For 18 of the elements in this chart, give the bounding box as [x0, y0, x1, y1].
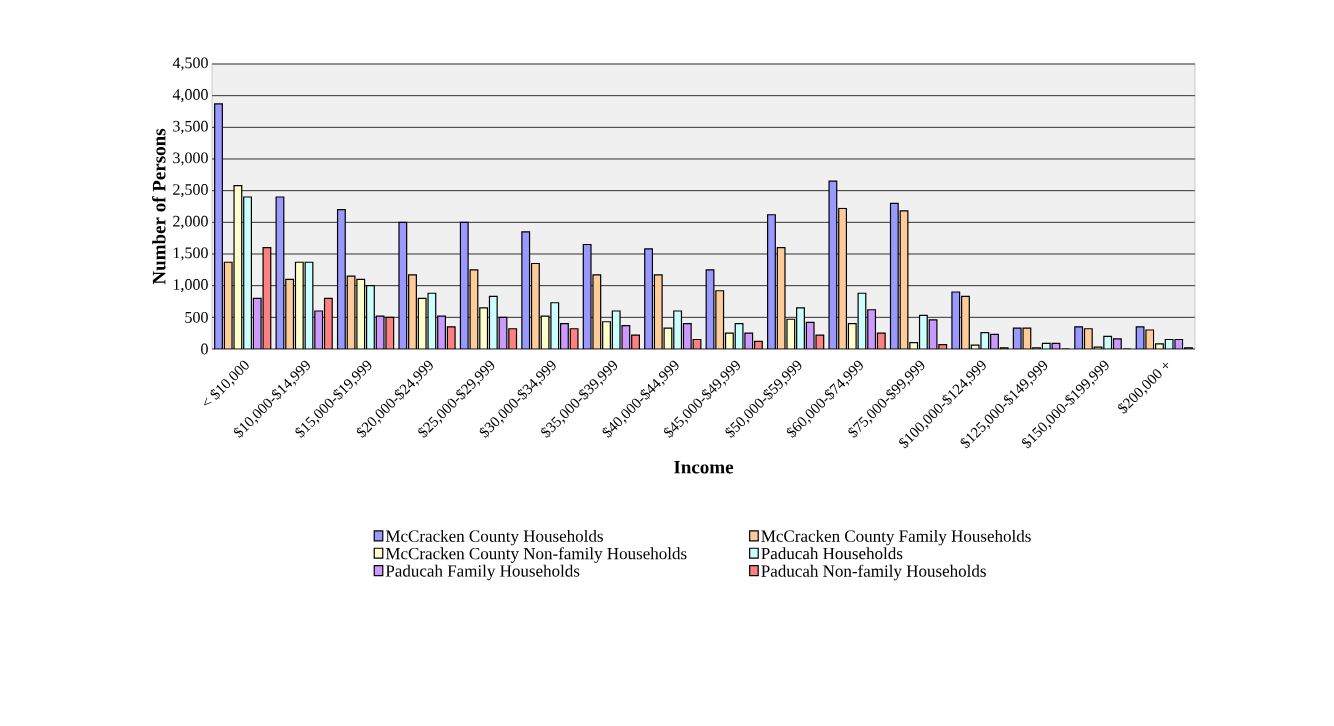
legend-label: Paducah Households [761, 547, 903, 560]
y-axis-title: Number of Persons [151, 128, 166, 285]
y-tick-label: 3,000 [173, 152, 208, 166]
y-tick-label: 4,500 [172, 57, 208, 71]
legend-label: Paducah Non-family Households [761, 564, 986, 581]
legend-label: McCracken County Non-family Households [385, 547, 687, 563]
y-tick-label: 1,000 [173, 279, 208, 293]
y-tick-label: 2,500 [173, 184, 208, 198]
y-tick-label: 4,000 [172, 89, 208, 103]
y-tick-label: 500 [185, 311, 208, 323]
x-axis-title: Income [674, 460, 734, 474]
y-tick-label: 2,000 [173, 215, 208, 229]
y-tick-label: 1,500 [173, 247, 208, 261]
y-tick-label: 3,500 [173, 120, 208, 134]
legend-label: McCracken County Family Households [761, 529, 1031, 546]
y-tick-label: 0 [201, 343, 208, 355]
legend-label: Paducah Family Households [385, 564, 580, 581]
legend-label: McCracken County Households [385, 529, 603, 546]
